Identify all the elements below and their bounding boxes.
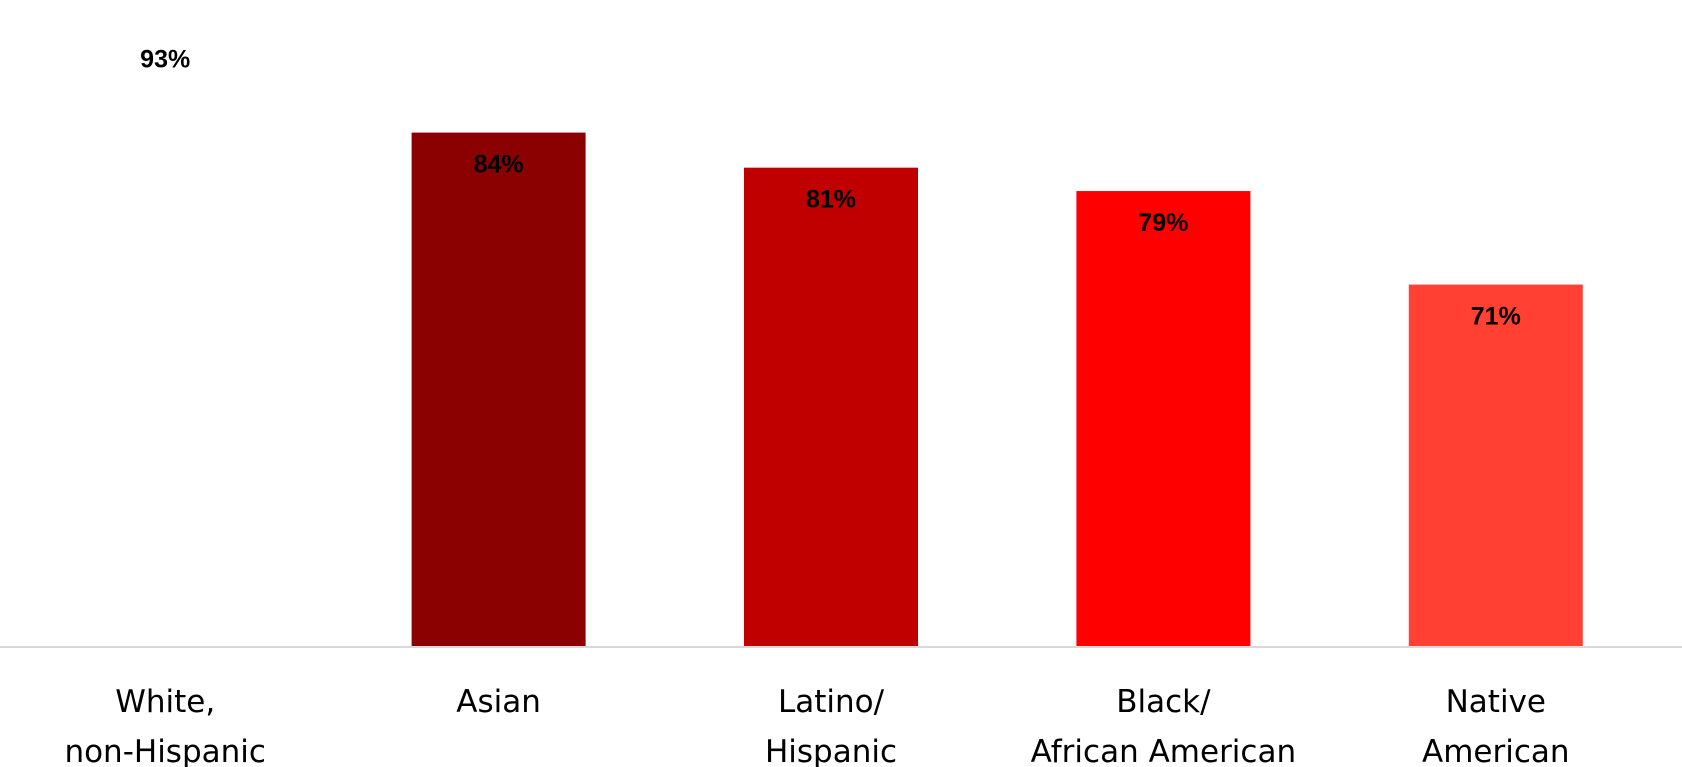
bar-2 (744, 167, 918, 647)
data-label-4: 71% (1471, 303, 1521, 331)
category-label-4-line-1: American (1422, 734, 1570, 767)
category-label-2-line-0: Latino/ (778, 684, 885, 720)
data-label-3: 79% (1138, 209, 1188, 237)
data-label-2: 81% (806, 186, 856, 214)
category-label-4: Native American (1422, 684, 1570, 767)
category-label-3-line-0: Black/ (1116, 684, 1211, 720)
category-labels: White, non-Hispanic Asian Latino/Hispanic Bl… (64, 684, 1569, 767)
data-label-1: 84% (474, 151, 524, 179)
bar-1 (411, 132, 586, 648)
category-label-1-line-0: Asian (456, 684, 541, 720)
bar-3 (1076, 191, 1251, 647)
bar-0 (78, 27, 253, 647)
category-label-1: Asian (456, 684, 541, 720)
category-label-0-line-1: non-Hispanic (64, 734, 266, 767)
category-label-2-line-1: Hispanic (765, 734, 897, 767)
category-label-2: Latino/Hispanic (765, 684, 897, 767)
category-label-3: Black/African American (1031, 684, 1296, 767)
data-labels: 93% 84% 81% 79% 71% (140, 45, 1521, 330)
category-label-0-line-0: White, (115, 684, 215, 720)
category-label-0: White, non-Hispanic (64, 684, 266, 767)
category-label-3-line-1: African American (1031, 734, 1296, 767)
category-label-4-line-0: Native (1446, 684, 1546, 720)
data-label-0: 93% (140, 45, 190, 73)
bar-4 (1408, 284, 1583, 647)
bars (78, 27, 1583, 648)
